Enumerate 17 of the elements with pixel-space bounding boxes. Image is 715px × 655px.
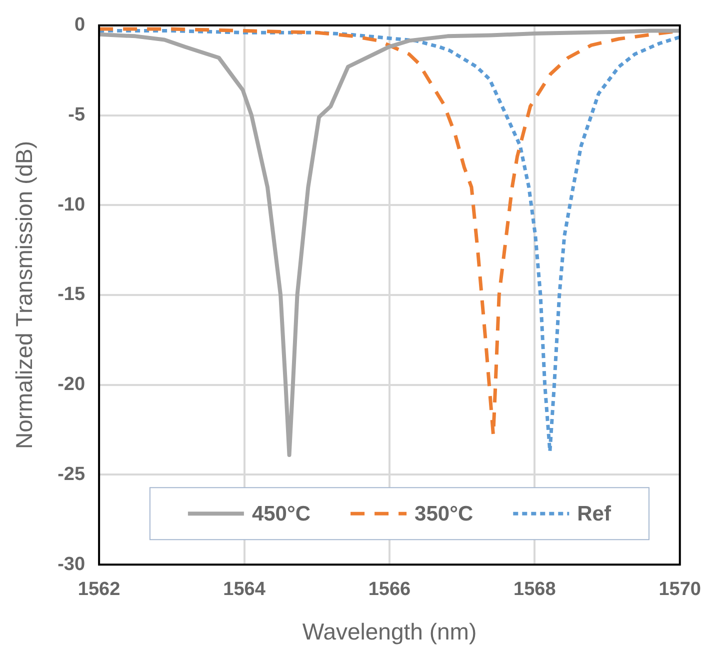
y-tick-label: -10 (58, 194, 86, 216)
y-tick-label: -25 (58, 464, 86, 485)
x-tick-label: 1568 (514, 579, 556, 600)
x-tick-label: 1564 (223, 579, 266, 600)
legend-label: 450°C (252, 502, 311, 526)
y-axis-title: Normalized Transmission (dB) (11, 140, 38, 450)
x-tick-label: 1562 (78, 579, 120, 600)
y-tick-label: 0 (74, 14, 86, 36)
legend-label: Ref (577, 502, 612, 526)
y-tick-label: -15 (58, 284, 86, 306)
y-tick-label: -5 (68, 104, 86, 126)
y-tick-label: -20 (58, 374, 86, 396)
x-tick-label: 1566 (368, 579, 411, 600)
legend-label: 350°C (414, 502, 474, 526)
y-tick-label: -30 (58, 554, 86, 575)
x-tick-label: 1570 (658, 579, 702, 600)
x-axis-title: Wavelength (nm) (302, 618, 477, 645)
